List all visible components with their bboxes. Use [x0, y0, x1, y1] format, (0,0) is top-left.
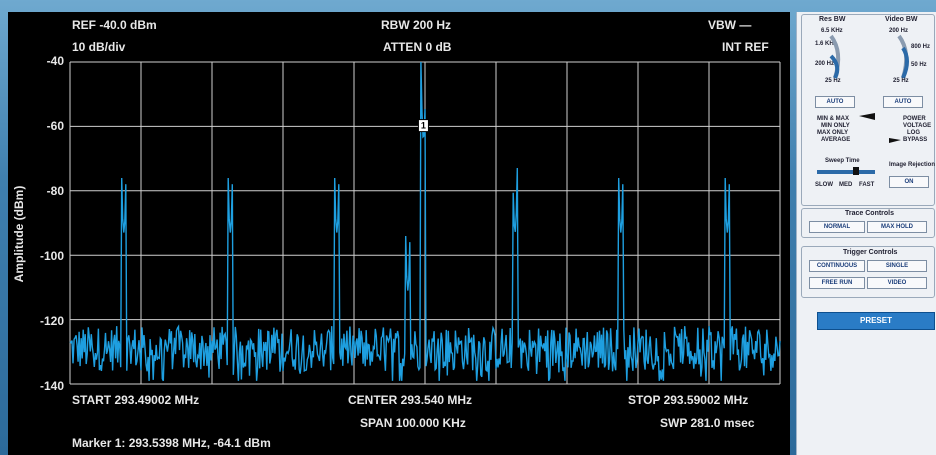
atten-readout: ATTEN 0 dB	[383, 40, 452, 54]
detect-selector-arrow	[859, 113, 875, 120]
spectrum-trace	[69, 61, 781, 382]
res-tick: 200 Hz	[815, 61, 835, 67]
y-tick-label: -140	[39, 379, 64, 393]
res-tick: 25 Hz	[825, 78, 841, 84]
span-readout: SPAN 100.000 KHz	[360, 416, 466, 430]
res-bw-auto-button[interactable]: AUTO	[815, 96, 855, 108]
vbw-readout: VBW —	[708, 18, 752, 32]
y-tick-label: -120	[39, 314, 64, 328]
sweep-time-label: Sweep Time	[825, 158, 860, 164]
video-tick: 25 Hz	[893, 78, 909, 84]
scale-option[interactable]: BYPASS	[903, 137, 928, 143]
marker-box	[417, 119, 429, 133]
spectrum-display: REF -40.0 dBm 10 dB/div RBW 200 Hz ATTEN…	[8, 12, 790, 455]
rbw-readout: RBW 200 Hz	[381, 18, 452, 32]
preset-button[interactable]: PRESET	[817, 312, 935, 330]
y-tick-label: -100	[39, 249, 64, 263]
video-tick: 800 Hz	[911, 44, 931, 50]
video-trigger-button[interactable]: VIDEO	[867, 277, 927, 289]
detect-option[interactable]: MIN ONLY	[821, 123, 850, 129]
spectrum-plot: 1	[69, 61, 781, 385]
res-tick: 6.5 KHz	[821, 28, 843, 34]
detect-option[interactable]: MAX ONLY	[817, 130, 849, 136]
normal-button[interactable]: NORMAL	[809, 221, 865, 233]
trace-controls-title: Trace Controls	[845, 210, 895, 217]
scale-option[interactable]: VOLTAGE	[903, 123, 932, 129]
int-ref-readout: INT REF	[722, 40, 769, 54]
single-button[interactable]: SINGLE	[867, 260, 927, 272]
y-tick-label: -60	[46, 119, 64, 133]
sweep-time-thumb[interactable]	[853, 167, 859, 175]
scale-option[interactable]: LOG	[907, 130, 920, 136]
video-tick: 200 Hz	[889, 28, 909, 34]
res-bw-title: Res BW	[819, 16, 846, 23]
marker-number: 1	[421, 121, 426, 131]
image-rejection-label: Image Rejection	[889, 162, 936, 168]
max-hold-button[interactable]: MAX HOLD	[867, 221, 927, 233]
bandwidth-group	[801, 14, 935, 206]
free-run-button[interactable]: FREE RUN	[809, 277, 865, 289]
scale-per-div: 10 dB/div	[72, 40, 126, 54]
y-tick-label: -80	[46, 184, 64, 198]
scale-selector-arrow	[889, 138, 901, 143]
res-tick: 1.6 KHz	[815, 41, 837, 47]
sweep-tick: FAST	[859, 182, 875, 188]
bw-knobs[interactable]	[797, 12, 936, 92]
ref-level: REF -40.0 dBm	[72, 18, 157, 32]
marker-1: 1	[417, 119, 429, 133]
image-rejection-toggle[interactable]: ON	[889, 176, 929, 188]
video-tick: 50 Hz	[911, 62, 927, 68]
detect-option[interactable]: MIN & MAX	[817, 116, 849, 122]
marker-readout: Marker 1: 293.5398 MHz, -64.1 dBm	[72, 436, 271, 450]
center-frequency: CENTER 293.540 MHz	[348, 393, 473, 407]
continuous-button[interactable]: CONTINUOUS	[809, 260, 865, 272]
sweep-time-slider[interactable]	[817, 170, 875, 174]
stop-frequency: STOP 293.59002 MHz	[628, 393, 749, 407]
detect-option[interactable]: AVERAGE	[821, 137, 851, 143]
video-bw-title: Video BW	[885, 16, 918, 23]
scale-option[interactable]: POWER	[903, 116, 926, 122]
selector-arrows	[859, 113, 901, 143]
y-tick-label: -40	[46, 54, 64, 68]
trace-controls-group	[801, 208, 935, 238]
sweep-tick: MED	[839, 182, 853, 188]
sweep-readout: SWP 281.0 msec	[660, 416, 755, 430]
sweep-tick: SLOW	[815, 182, 833, 188]
start-frequency: START 293.49002 MHz	[72, 393, 200, 407]
control-panel: Res BW Video BW 6.5 KHz 1.6 KHz 200 Hz 2…	[796, 12, 936, 455]
trigger-controls-title: Trigger Controls	[843, 249, 898, 256]
video-bw-auto-button[interactable]: AUTO	[883, 96, 923, 108]
trigger-controls-group	[801, 246, 935, 298]
